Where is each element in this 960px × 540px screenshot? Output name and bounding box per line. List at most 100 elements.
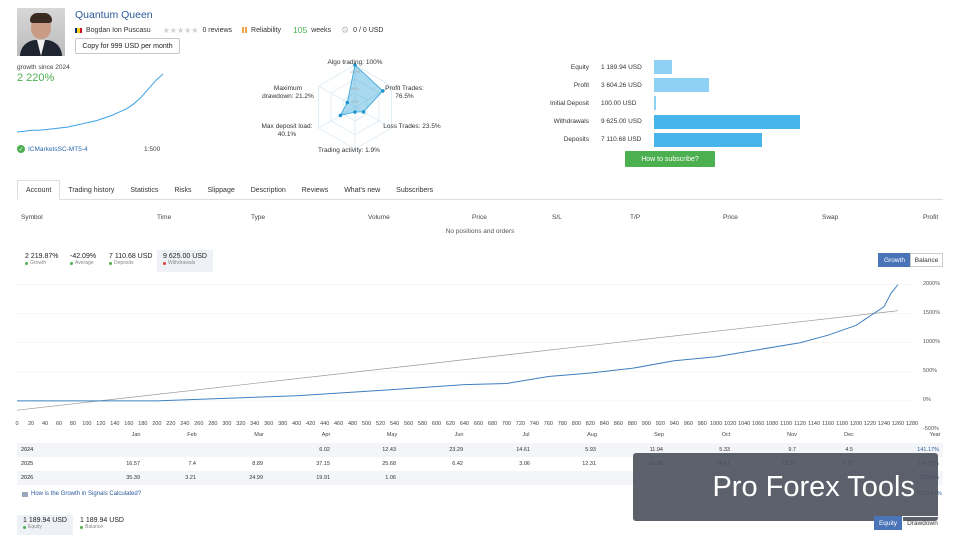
stat-deposits-label: Deposits xyxy=(114,260,134,266)
x-tick-label: 620 xyxy=(445,421,456,427)
leverage: 1:500 xyxy=(144,146,161,153)
stat-growth-value: 2 219.87% xyxy=(25,253,59,260)
stat-withdrawals-label: Withdrawals xyxy=(168,260,196,266)
month-value: 3.21 xyxy=(185,475,196,481)
fin-value: 3 604.26 USD xyxy=(601,81,642,89)
copiers-funds: 0 / 0 USD xyxy=(353,26,384,34)
tab-risks[interactable]: Risks xyxy=(174,186,192,194)
author-row: Bogdan Ion Puscasu ★★★★★ 0 reviews Relia… xyxy=(75,25,383,35)
col-volume: Volume xyxy=(368,214,390,221)
growth-since-label: growth since 2024 xyxy=(17,64,70,71)
month-jul: Jul xyxy=(522,432,530,438)
verified-check-icon: ✓ xyxy=(17,145,25,153)
reviews-count[interactable]: 0 reviews xyxy=(202,26,233,34)
month-nov: Nov xyxy=(787,432,797,438)
x-tick-label: 700 xyxy=(501,421,512,427)
month-dec: Dec xyxy=(844,432,854,438)
equity-stat[interactable]: 1 189.94 USD Equity xyxy=(17,515,73,535)
col-price: Price xyxy=(472,214,487,221)
month-aug: Aug xyxy=(587,432,597,438)
month-value: 24.99 xyxy=(249,475,263,481)
x-tick-label: 1160 xyxy=(822,421,835,427)
growth-calculation-link-text: How is the Growth in Signals Calculated? xyxy=(31,491,142,497)
drawdown-toggle-button[interactable]: Drawdown xyxy=(902,516,943,530)
month-oct: Oct xyxy=(721,432,731,438)
month-sep: Sep xyxy=(654,432,664,438)
x-tick-label: 160 xyxy=(124,421,134,427)
radar-point xyxy=(338,113,343,118)
stat-withdrawals-value: 9 625.00 USD xyxy=(163,253,207,260)
growth-value: 2 220% xyxy=(17,72,55,84)
month-jun: Jun xyxy=(454,432,464,438)
reliability-icon xyxy=(242,27,248,33)
stat-withdrawals[interactable]: 9 625.00 USD Withdrawals xyxy=(157,250,213,272)
month-value: 23.29 xyxy=(449,447,463,453)
x-tick-label: 1040 xyxy=(738,421,751,427)
equity-label: Equity xyxy=(28,524,42,530)
x-tick-label: 940 xyxy=(669,421,679,427)
x-tick-label: 140 xyxy=(110,421,120,427)
broker-server[interactable]: ICMarketsSC-MT5-4 xyxy=(28,145,88,153)
watermark-banner: Pro Forex Tools xyxy=(633,453,938,521)
y-tick-label: 500% xyxy=(923,367,938,374)
growth-line xyxy=(17,284,899,402)
green-dot-icon xyxy=(25,261,28,265)
x-tick-label: 1200 xyxy=(849,421,863,427)
fin-label-equity: Equity xyxy=(570,63,589,71)
radar-point xyxy=(353,110,357,114)
x-tick-label: 1120 xyxy=(794,421,807,427)
balance-toggle-button[interactable]: Balance xyxy=(910,253,943,267)
equity-toggle-button[interactable]: Equity xyxy=(874,516,902,530)
tab-reviews[interactable]: Reviews xyxy=(301,186,329,194)
col-swap: Swap xyxy=(822,214,839,221)
radar-point xyxy=(361,110,366,114)
x-tick-label: 60 xyxy=(55,421,63,427)
growth-calculation-link[interactable]: How is the Growth in Signals Calculated? xyxy=(22,491,141,497)
green-dot-icon xyxy=(109,261,112,265)
signal-title[interactable]: Quantum Queen xyxy=(75,9,153,21)
fin-value: 1 189.94 USD xyxy=(601,63,642,71)
x-tick-label: 80 xyxy=(69,421,76,427)
author-name[interactable]: Bogdan Ion Puscasu xyxy=(86,26,151,34)
tab-description[interactable]: Description xyxy=(250,186,286,194)
tab-statistics[interactable]: Statistics xyxy=(130,186,159,194)
x-tick-label: 1100 xyxy=(780,421,793,427)
stat-growth[interactable]: 2 219.87% Growth xyxy=(19,250,64,272)
month-value: 25.68 xyxy=(382,461,396,467)
growth-toggle-button[interactable]: Growth xyxy=(878,253,911,267)
x-tick-label: 100 xyxy=(82,421,92,427)
tab-slippage[interactable]: Slippage xyxy=(207,186,235,194)
month-value: 11.94 xyxy=(649,447,663,453)
stat-deposits[interactable]: 7 110.68 USD Deposits xyxy=(103,250,158,272)
month-value: 16.57 xyxy=(126,461,140,467)
equity-value: 1 189.94 USD xyxy=(23,517,67,524)
stat-average-value: -42.09% xyxy=(70,253,97,260)
subscribers-gear-icon: ⚙ xyxy=(341,24,350,35)
tab-trading-history[interactable]: Trading history xyxy=(68,186,115,194)
x-tick-label: 40 xyxy=(41,421,49,427)
trend-line xyxy=(17,310,899,411)
tab-account[interactable]: Account xyxy=(17,180,61,200)
x-tick-label: 600 xyxy=(431,421,442,427)
x-tick-label: 1240 xyxy=(877,421,891,427)
mini-growth-chart xyxy=(17,73,163,133)
x-tick-label: 740 xyxy=(529,421,539,427)
copy-signal-button[interactable]: Copy for 999 USD per month xyxy=(75,38,180,54)
x-tick-label: 360 xyxy=(264,421,274,427)
stat-average[interactable]: -42.09% Average xyxy=(64,250,102,272)
tab-whats-new[interactable]: What's new xyxy=(344,186,381,194)
balance-label: Balance xyxy=(85,524,104,530)
x-tick-label: 880 xyxy=(627,421,637,427)
x-tick-label: 1140 xyxy=(808,421,821,427)
col-time: Time xyxy=(157,214,172,221)
x-tick-label: 380 xyxy=(278,421,288,427)
no-positions-message: No positions and orders xyxy=(445,228,515,235)
x-tick-label: 440 xyxy=(320,421,330,427)
balance-stat[interactable]: 1 189.94 USD Balance xyxy=(74,515,130,535)
romania-flag-icon xyxy=(75,27,82,33)
how-to-subscribe-button[interactable]: How to subscribe? xyxy=(625,151,715,167)
radar-point xyxy=(353,63,357,67)
tab-subscribers[interactable]: Subscribers xyxy=(396,186,434,194)
radar-ring-100: 100% xyxy=(350,69,361,74)
col-symbol: Symbol xyxy=(21,214,43,221)
